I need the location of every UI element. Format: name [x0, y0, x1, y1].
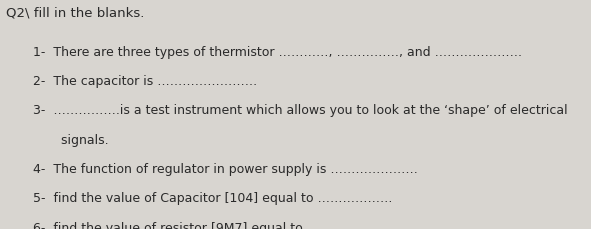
Text: 5-  find the value of Capacitor [104] equal to ………………: 5- find the value of Capacitor [104] equ… — [33, 192, 392, 205]
Text: 4-  The function of regulator in power supply is …………………: 4- The function of regulator in power su… — [33, 163, 417, 176]
Text: signals.: signals. — [33, 134, 108, 147]
Text: 2-  The capacitor is ……………………: 2- The capacitor is …………………… — [33, 75, 256, 88]
Text: 3-  …………….is a test instrument which allows you to look at the ‘shape’ of electr: 3- …………….is a test instrument which allo… — [33, 104, 567, 117]
Text: 6-  find the value of resistor [9M7] equal to ………………: 6- find the value of resistor [9M7] equa… — [33, 222, 381, 229]
Text: 1-  There are three types of thermistor …………, ……………, and …………………: 1- There are three types of thermistor …… — [33, 46, 522, 59]
Text: Q2\ fill in the blanks.: Q2\ fill in the blanks. — [6, 7, 144, 20]
